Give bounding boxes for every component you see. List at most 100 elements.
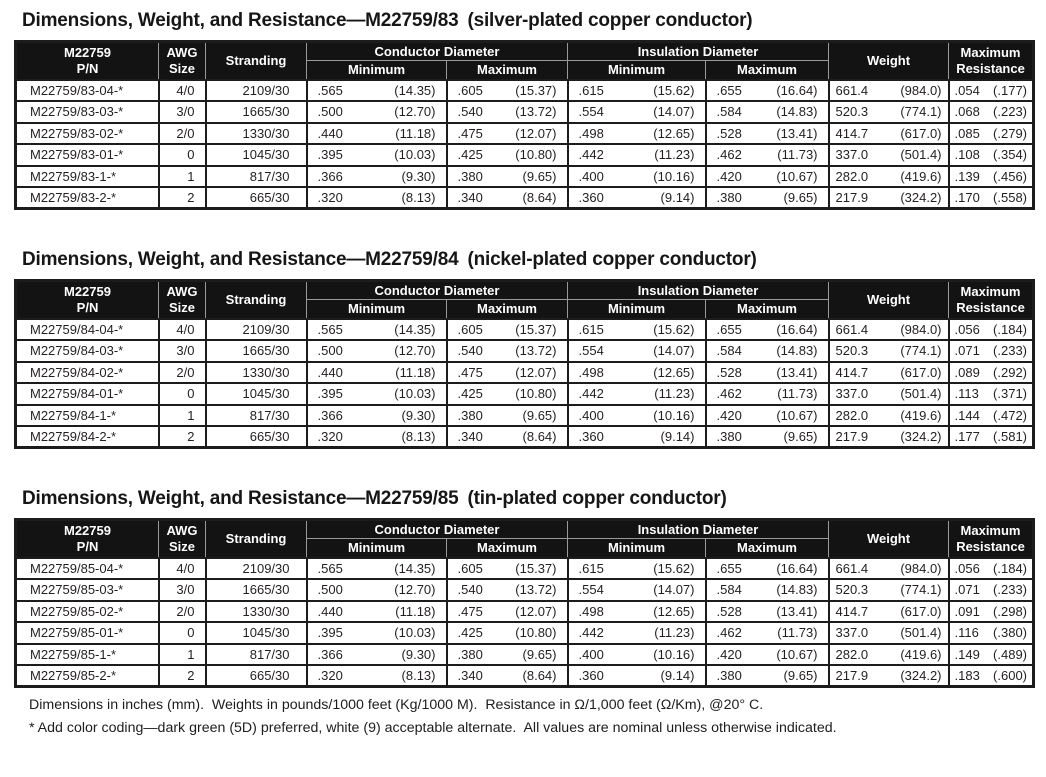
header-max-res-line1: Maximum bbox=[960, 284, 1021, 300]
value-mm: (14.35) bbox=[394, 560, 436, 576]
cell-insulation-diameter-max: .655 (16.64) bbox=[704, 317, 830, 341]
cell-weight: 414.7 (617.0) bbox=[827, 121, 950, 145]
cell-max-resistance: .177 (.581) bbox=[947, 425, 1035, 449]
table-row: M22759/83-04-* 4/0 2109/30 .565 (14.35) .… bbox=[14, 78, 1035, 102]
cell-insulation-diameter-max: .420 (10.67) bbox=[704, 642, 830, 666]
value-inches: .440 bbox=[317, 603, 343, 619]
column-header-stranding: Stranding bbox=[205, 519, 307, 558]
table-body: M22759/84-04-* 4/0 2109/30 .565 (14.35) .… bbox=[14, 317, 1035, 449]
cell-stranding: 817/30 bbox=[204, 403, 308, 427]
value-mm: (9.30) bbox=[401, 646, 436, 662]
cell-max-resistance: .183 (.600) bbox=[947, 664, 1035, 688]
cell-weight: 217.9 (324.2) bbox=[827, 664, 950, 688]
cell-conductor-diameter-min: .500 (12.70) bbox=[305, 100, 448, 124]
table-row: M22759/85-01-* 0 1045/30 .395 (10.03) .42… bbox=[14, 621, 1035, 645]
value-pounds: 217.9 bbox=[835, 668, 869, 683]
value-ohms-km: (.581) bbox=[993, 429, 1028, 444]
cell-stranding: 665/30 bbox=[204, 425, 308, 449]
cell-max-resistance: .054 (.177) bbox=[947, 78, 1035, 102]
cell-weight: 282.0 (419.6) bbox=[827, 403, 950, 427]
spec-table: M22759 P/N AWG Size Stranding Conductor Di… bbox=[14, 279, 1036, 449]
value-mm: (15.62) bbox=[653, 82, 695, 98]
value-mm: (8.64) bbox=[522, 668, 557, 683]
value-mm: (13.72) bbox=[515, 582, 557, 598]
cell-max-resistance: .089 (.292) bbox=[947, 360, 1035, 384]
value-ohms-feet: .085 bbox=[954, 125, 980, 141]
column-header-max-resistance: Maximum Resistance bbox=[948, 41, 1034, 80]
cell-stranding: 1330/30 bbox=[204, 121, 308, 145]
footnote-color-coding: * Add color coding—dark green (5D) prefe… bbox=[29, 719, 837, 736]
cell-part-number: M22759/83-01-* bbox=[14, 143, 160, 167]
value-ohms-km: (.279) bbox=[993, 125, 1028, 141]
value-inches: .380 bbox=[716, 190, 742, 205]
value-ohms-km: (.354) bbox=[993, 147, 1028, 163]
column-header-insulation-minimum: Minimum bbox=[567, 60, 706, 80]
cell-max-resistance: .056 (.184) bbox=[947, 317, 1035, 341]
cell-conductor-diameter-min: .320 (8.13) bbox=[305, 664, 448, 688]
cell-max-resistance: .139 (.456) bbox=[947, 164, 1035, 188]
table-row: M22759/85-2-* 2 665/30 .320 (8.13) .340 (8… bbox=[14, 664, 1035, 688]
cell-conductor-diameter-max: .425 (10.80) bbox=[445, 143, 569, 167]
value-mm: (8.64) bbox=[522, 429, 557, 444]
value-pounds: 661.4 bbox=[835, 321, 869, 337]
value-mm: (9.65) bbox=[522, 168, 557, 184]
value-mm: (11.18) bbox=[395, 364, 436, 380]
value-inches: .420 bbox=[716, 646, 742, 662]
value-inches: .462 bbox=[716, 147, 742, 163]
cell-insulation-diameter-max: .584 (14.83) bbox=[704, 100, 830, 124]
cell-weight: 661.4 (984.0) bbox=[827, 317, 950, 341]
value-pounds: 520.3 bbox=[835, 582, 869, 598]
value-mm: (14.35) bbox=[394, 82, 436, 98]
value-ohms-km: (.233) bbox=[993, 343, 1028, 359]
column-header-weight: Weight bbox=[828, 41, 949, 80]
header-pn-line1: M22759 bbox=[64, 284, 111, 300]
value-inches: .475 bbox=[457, 364, 483, 380]
value-inches: .605 bbox=[457, 82, 483, 98]
value-mm: (11.73) bbox=[777, 625, 818, 641]
column-header-conductor-diameter: Conductor Diameter bbox=[306, 280, 568, 300]
section-title-main: Dimensions, Weight, and Resistance—M2275… bbox=[22, 249, 459, 270]
cell-stranding: 665/30 bbox=[204, 664, 308, 688]
value-inches: .605 bbox=[457, 560, 483, 576]
cell-max-resistance: .108 (.354) bbox=[947, 143, 1035, 167]
value-mm: (12.07) bbox=[515, 603, 557, 619]
value-inches: .528 bbox=[716, 603, 742, 619]
value-mm: (8.13) bbox=[401, 190, 436, 205]
cell-max-resistance: .116 (.380) bbox=[947, 621, 1035, 645]
value-mm: (15.37) bbox=[515, 321, 557, 337]
value-mm: (12.65) bbox=[653, 364, 695, 380]
value-mm: (15.37) bbox=[515, 560, 557, 576]
value-inches: .420 bbox=[716, 407, 742, 423]
cell-stranding: 1665/30 bbox=[204, 339, 308, 363]
cell-part-number: M22759/85-04-* bbox=[14, 556, 160, 580]
cell-insulation-diameter-max: .380 (9.65) bbox=[704, 664, 830, 688]
value-kg: (617.0) bbox=[900, 364, 942, 380]
table-section: Dimensions, Weight, and Resistance—M2275… bbox=[14, 487, 1036, 688]
value-inches: .380 bbox=[457, 646, 483, 662]
value-inches: .400 bbox=[578, 646, 604, 662]
value-inches: .380 bbox=[457, 407, 483, 423]
value-ohms-km: (.184) bbox=[993, 321, 1028, 337]
value-ohms-feet: .113 bbox=[954, 386, 979, 402]
header-awg-line1: AWG bbox=[166, 523, 198, 539]
column-header-conductor-minimum: Minimum bbox=[306, 299, 447, 319]
cell-insulation-diameter-min: .360 (9.14) bbox=[566, 186, 707, 210]
cell-insulation-diameter-max: .462 (11.73) bbox=[704, 382, 830, 406]
value-kg: (419.6) bbox=[900, 407, 942, 423]
value-mm: (13.72) bbox=[515, 343, 557, 359]
value-inches: .395 bbox=[317, 147, 343, 163]
cell-part-number: M22759/83-04-* bbox=[14, 78, 160, 102]
value-inches: .366 bbox=[317, 407, 343, 423]
value-inches: .615 bbox=[578, 560, 604, 576]
table-row: M22759/85-03-* 3/0 1665/30 .500 (12.70) .… bbox=[14, 578, 1035, 602]
cell-insulation-diameter-min: .400 (10.16) bbox=[566, 403, 707, 427]
cell-part-number: M22759/85-02-* bbox=[14, 599, 160, 623]
table-sections-container: Dimensions, Weight, and Resistance—M2275… bbox=[14, 9, 1036, 688]
cell-part-number: M22759/85-01-* bbox=[14, 621, 160, 645]
column-header-max-resistance: Maximum Resistance bbox=[948, 519, 1034, 558]
cell-part-number: M22759/83-2-* bbox=[14, 186, 160, 210]
cell-conductor-diameter-min: .395 (10.03) bbox=[305, 621, 448, 645]
value-inches: .340 bbox=[457, 668, 483, 683]
section-title-subtitle: (silver-plated copper conductor) bbox=[467, 10, 753, 31]
value-ohms-feet: .170 bbox=[954, 190, 980, 205]
